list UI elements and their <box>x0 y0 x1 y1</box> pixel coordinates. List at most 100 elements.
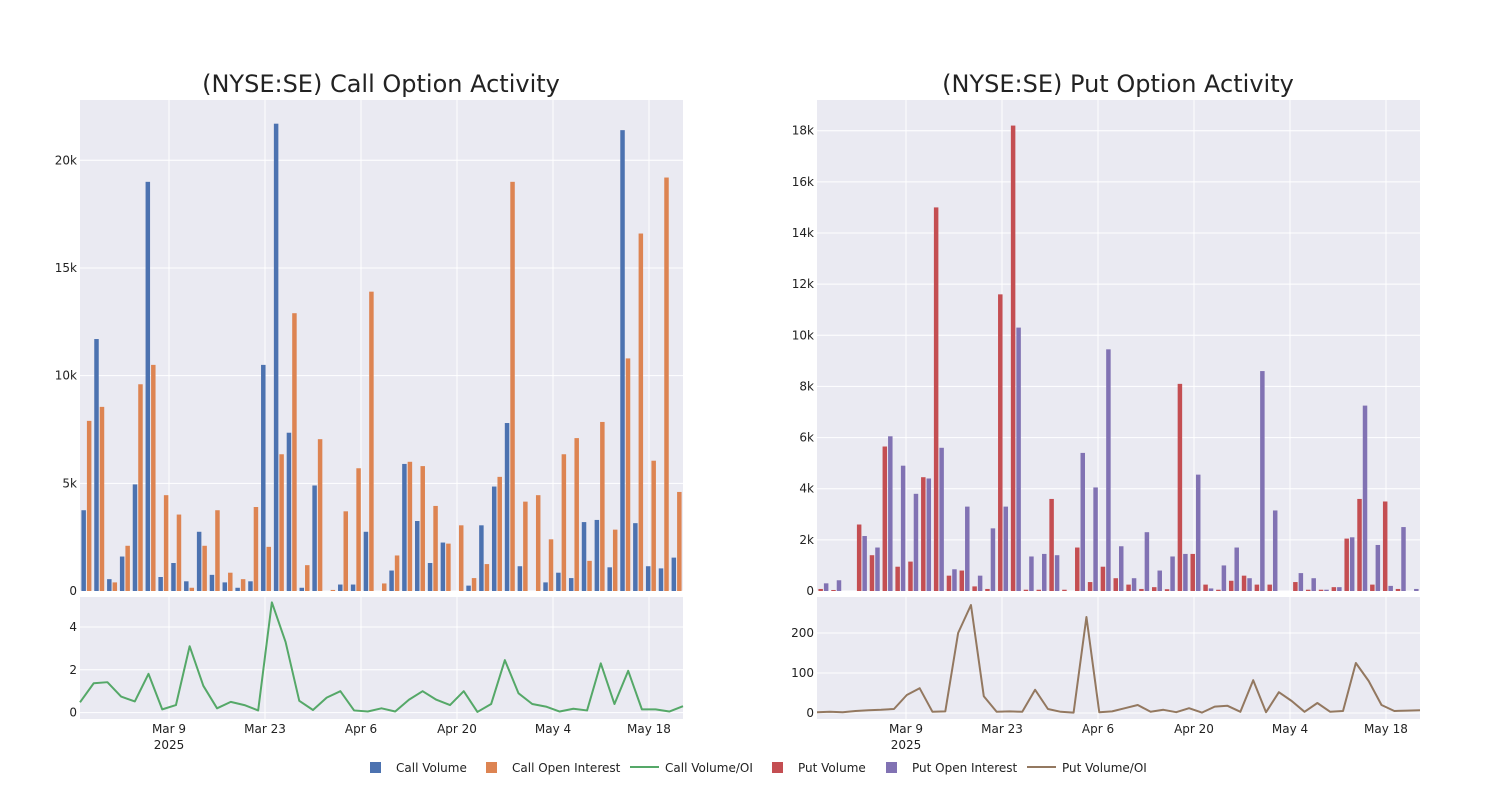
main-grid <box>817 100 1420 592</box>
y-tick-label: 12k <box>792 277 814 291</box>
chart-title: (NYSE:SE) Call Option Activity <box>202 70 560 98</box>
volume-bar <box>440 542 446 591</box>
x-year-label: 2025 <box>154 738 185 752</box>
ratio-plot-area <box>817 597 1420 719</box>
volume-bar <box>350 584 356 591</box>
x-tick-label: Apr 6 <box>345 722 377 736</box>
x-tick-label: Apr 20 <box>1174 722 1214 736</box>
x-tick-label: Mar 23 <box>981 722 1023 736</box>
volume-bar <box>568 578 574 591</box>
bar-marks <box>818 125 1419 591</box>
open-interest-bar <box>1221 565 1227 591</box>
open-interest-bar <box>574 438 579 591</box>
volume-bar <box>222 582 228 591</box>
open-interest-bar <box>926 478 932 591</box>
open-interest-bar <box>1029 556 1034 591</box>
open-interest-bar <box>1054 555 1060 591</box>
open-interest-bar <box>151 364 156 591</box>
x-ticks: Mar 9 Mar 23 Apr 6 Apr 20 May 4 May 18 <box>889 722 1408 736</box>
open-interest-bar <box>1260 371 1265 591</box>
open-interest-bar <box>292 313 297 591</box>
volume-bar <box>517 566 523 591</box>
volume-bar <box>1177 383 1183 591</box>
open-interest-bar <box>913 493 919 591</box>
open-interest-bar <box>1080 452 1085 591</box>
legend-label: Call Volume/OI <box>665 761 753 775</box>
volume-bar <box>158 577 163 591</box>
volume-bar <box>1126 584 1131 591</box>
volume-bar <box>1216 589 1221 591</box>
open-interest-bar <box>1298 573 1304 591</box>
ratio-y-tick-label: 0 <box>69 706 77 720</box>
legend-swatch <box>486 762 497 773</box>
volume-bar <box>1075 547 1080 591</box>
volume-bar <box>466 585 471 591</box>
open-interest-bar <box>266 546 272 591</box>
volume-bar <box>1370 584 1375 591</box>
volume-bar <box>504 423 510 591</box>
open-interest-bar <box>638 233 644 591</box>
volume-bar <box>1049 498 1054 591</box>
x-tick-label: May 4 <box>1272 722 1308 736</box>
ratio-y-tick-label: 2 <box>69 663 77 677</box>
ratio-plot-area <box>80 597 683 719</box>
volume-bar <box>389 570 394 591</box>
x-tick-label: Apr 20 <box>437 722 477 736</box>
open-interest-bar <box>1106 349 1111 591</box>
main-plot-area <box>80 100 683 591</box>
volume-bar <box>286 432 292 591</box>
volume-bar <box>556 572 561 591</box>
volume-bar <box>1062 589 1067 591</box>
open-interest-bar <box>1362 405 1368 591</box>
open-interest-bar <box>836 580 842 591</box>
legend-label: Call Volume <box>396 761 467 775</box>
main-y-ticks: 0 2k 4k 6k 8k 10k 12k 14k 16k 18k <box>792 124 814 598</box>
open-interest-bar <box>253 507 259 591</box>
open-interest-bar <box>1144 532 1150 591</box>
volume-bar <box>491 486 497 591</box>
volume-bar <box>1318 589 1324 591</box>
volume-bar <box>620 130 625 591</box>
open-interest-bar <box>497 476 502 591</box>
y-tick-label: 2k <box>799 533 814 547</box>
volume-bar <box>869 555 875 591</box>
chart-title: (NYSE:SE) Put Option Activity <box>942 70 1294 98</box>
ratio-y-tick-label: 200 <box>791 626 814 640</box>
ratio-y-ticks: 0 2 4 <box>69 620 77 720</box>
call-option-chart: (NYSE:SE) Call Option Activity 0 5k 10k 15k… <box>55 70 684 752</box>
open-interest-bar <box>228 572 233 591</box>
volume-bar <box>633 523 638 591</box>
y-tick-label: 5k <box>62 476 77 490</box>
volume-bar <box>946 575 952 591</box>
volume-bar <box>1382 501 1388 591</box>
volume-oi-ratio-line <box>79 601 684 713</box>
open-interest-bar <box>1388 585 1393 591</box>
volume-bar <box>882 446 888 591</box>
volume-bar <box>1023 589 1029 591</box>
open-interest-bar <box>612 529 618 592</box>
open-interest-bar <box>138 384 143 591</box>
open-interest-bar <box>587 560 592 591</box>
open-interest-bar <box>202 545 207 591</box>
open-interest-bar <box>625 358 631 591</box>
y-tick-label: 15k <box>55 261 77 275</box>
volume-bar <box>831 589 836 591</box>
volume-bar <box>94 339 99 591</box>
volume-bar <box>248 581 253 591</box>
legend-swatch <box>772 762 783 773</box>
legend-label: Call Open Interest <box>512 761 621 775</box>
open-interest-bar <box>1195 474 1201 591</box>
open-interest-bar <box>1247 578 1252 591</box>
open-interest-bar <box>317 439 323 591</box>
volume-bar <box>1331 587 1337 591</box>
ratio-y-ticks: 0 100 200 <box>791 626 814 720</box>
volume-bar <box>1395 588 1401 591</box>
open-interest-bar <box>458 525 464 591</box>
y-tick-label: 20k <box>55 153 77 167</box>
x-tick-label: Mar 9 <box>152 722 186 736</box>
volume-bar <box>415 521 420 591</box>
open-interest-bar <box>1349 537 1355 591</box>
open-interest-bar <box>1119 546 1124 591</box>
volume-bar <box>818 588 823 591</box>
open-interest-bar <box>561 454 567 591</box>
